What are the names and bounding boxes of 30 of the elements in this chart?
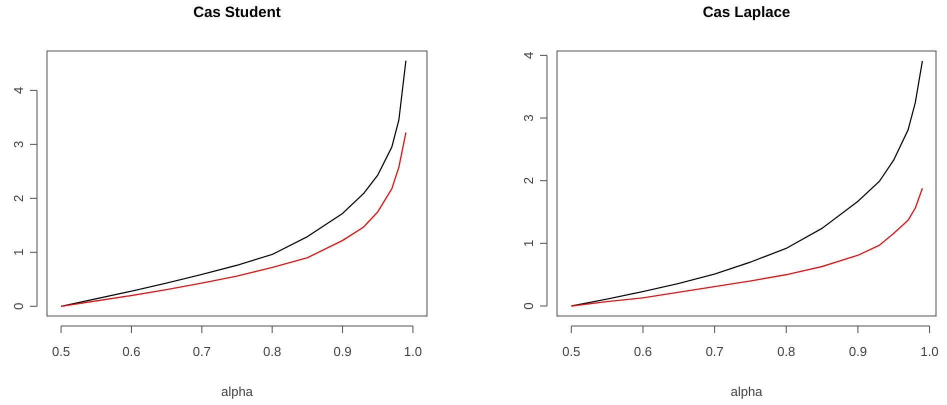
y-tick-label: 2 bbox=[521, 177, 536, 184]
y-tick-label: 4 bbox=[11, 86, 26, 94]
y-tick-label: 3 bbox=[521, 114, 536, 122]
x-tick-label: 0.8 bbox=[777, 344, 796, 359]
x-tick-label: 0.6 bbox=[634, 344, 652, 359]
y-tick-label: 0 bbox=[11, 302, 26, 310]
y-tick-label: 4 bbox=[521, 52, 536, 60]
y-tick-label: 1 bbox=[521, 240, 536, 247]
x-axis-title: alpha bbox=[730, 384, 764, 399]
x-tick-label: 1.0 bbox=[920, 344, 939, 359]
x-tick-label: 1.0 bbox=[404, 344, 422, 359]
line-series bbox=[570, 188, 923, 307]
line-series bbox=[60, 132, 406, 307]
x-tick-label: 0.5 bbox=[52, 344, 70, 359]
y-tick-label: 2 bbox=[11, 194, 26, 202]
y-tick-label: 3 bbox=[11, 140, 26, 148]
x-tick-label: 0.9 bbox=[848, 344, 867, 359]
x-tick-label: 0.8 bbox=[263, 344, 282, 359]
y-tick-label: 1 bbox=[11, 248, 26, 256]
line-series bbox=[570, 60, 923, 307]
chart-title: Cas Laplace bbox=[702, 4, 790, 21]
x-tick-label: 0.5 bbox=[562, 344, 580, 359]
x-axis-title: alpha bbox=[221, 384, 254, 399]
y-tick-label: 0 bbox=[521, 302, 536, 310]
x-tick-label: 0.9 bbox=[334, 344, 352, 359]
x-tick-label: 0.6 bbox=[122, 344, 140, 359]
line-series bbox=[60, 60, 406, 307]
x-tick-label: 0.7 bbox=[706, 344, 724, 359]
x-tick-label: 0.7 bbox=[192, 344, 211, 359]
chart-title: Cas Student bbox=[193, 4, 281, 21]
